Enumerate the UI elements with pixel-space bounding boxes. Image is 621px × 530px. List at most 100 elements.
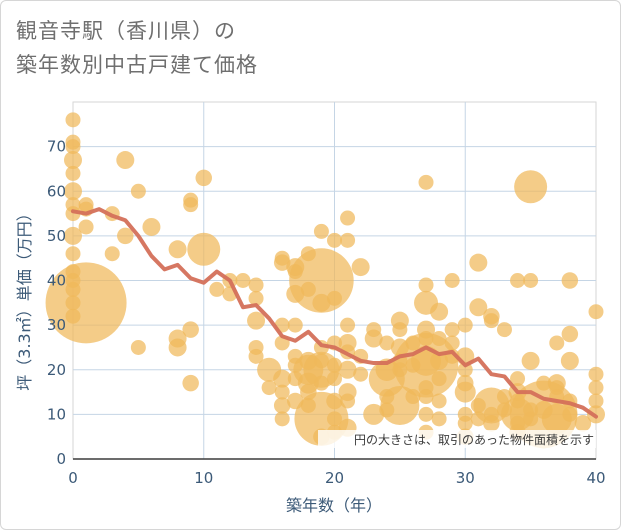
bubble-point [418, 389, 434, 405]
bubble-point [588, 304, 604, 320]
bubble-point [483, 313, 499, 329]
bubble-point [312, 293, 331, 312]
bubble-point [142, 217, 161, 236]
bubble-point [274, 384, 290, 400]
bubble-point [104, 246, 120, 262]
x-tick-label: 30 [456, 469, 475, 487]
average-price-line [71, 207, 598, 419]
bubble-point [313, 223, 329, 239]
bubble-point [444, 322, 460, 338]
bubble-series [45, 112, 605, 449]
bubble-point [182, 321, 199, 338]
bubble-point [130, 183, 146, 199]
bubble-point [65, 246, 81, 262]
chart-title-line-2: 築年数別中古戸建て価格 [16, 53, 258, 77]
x-tick-label: 10 [194, 469, 213, 487]
bubble-point [45, 262, 127, 344]
y-tick-label: 40 [47, 272, 66, 290]
bubble-point [327, 290, 342, 306]
bubble-point [117, 227, 134, 245]
bubble-point [444, 273, 460, 288]
bubble-point [457, 317, 473, 333]
bubble-point [549, 335, 565, 351]
bubble-point [183, 197, 199, 213]
trend-line-group [71, 207, 598, 419]
y-tick-label: 60 [47, 182, 66, 200]
y-tick-label: 0 [56, 450, 66, 468]
y-tick-label: 10 [47, 405, 66, 423]
y-tick-label: 30 [47, 316, 66, 334]
chart-title-line-1: 観音寺駅（香川県）の [16, 19, 236, 43]
bubble-point [168, 240, 187, 259]
bubble-point [418, 277, 434, 293]
bubble-point [64, 226, 82, 245]
y-axis-label: 坪（3.3㎡）単価（万円） [15, 205, 34, 390]
x-axis-label: 築年数（年） [286, 496, 382, 515]
bubble-point [514, 170, 548, 204]
bubble-point [351, 258, 370, 277]
bubble-point [261, 380, 277, 396]
bubble-point [457, 362, 473, 378]
bubble-point [430, 351, 449, 370]
bubble-point [364, 329, 383, 348]
bubble-point [496, 322, 512, 338]
bubble-point [561, 272, 579, 289]
bubble-point [521, 351, 540, 370]
bubble-point [510, 273, 526, 288]
x-tick-label: 0 [68, 469, 78, 487]
bubble-point [340, 210, 356, 226]
chart-title: 観音寺駅（香川県）の 築年数別中古戸建て価格 [16, 14, 258, 82]
bubble-point [562, 406, 578, 422]
bubble-point [287, 317, 303, 333]
bubble-point [274, 411, 290, 427]
bubble-point [418, 406, 434, 422]
bubble-point [431, 371, 447, 387]
bubble-point [187, 232, 221, 266]
bubble-point [392, 322, 408, 338]
bubble-point [431, 411, 447, 427]
bubble-point [469, 298, 488, 317]
bubble-point [327, 371, 342, 387]
bubble-point [64, 182, 82, 201]
bubble-point [496, 389, 512, 405]
bubble-point [431, 393, 447, 409]
bubble-point [130, 339, 146, 355]
bubble-point [431, 331, 447, 347]
tick-labels: 0 10 20 30 40 50 60 70 0 10 20 30 40 [47, 138, 606, 487]
bubble-point [469, 253, 488, 272]
bubble-point [454, 381, 476, 403]
bubble-point [338, 360, 357, 379]
bubble-point [273, 369, 292, 388]
bubble-point [340, 393, 356, 409]
bubble-point [168, 338, 187, 357]
bubble-point [273, 397, 291, 414]
bubble-point [379, 335, 395, 351]
bubble-point [248, 348, 264, 364]
bubble-point [65, 139, 81, 155]
bubble-point [588, 393, 604, 409]
y-tick-label: 50 [47, 227, 66, 245]
bubble-point [65, 112, 81, 128]
y-tick-label: 70 [47, 138, 66, 156]
bubble-point [430, 302, 449, 321]
x-tick-label: 40 [586, 469, 605, 487]
y-tick-label: 20 [47, 361, 66, 379]
bubble-point [248, 277, 264, 293]
bubble-point [523, 273, 539, 288]
bubble-point [444, 335, 460, 351]
bubble-point [363, 403, 385, 425]
bubble-point [418, 174, 434, 190]
x-tick-label: 20 [325, 469, 344, 487]
bubble-point [116, 151, 135, 170]
bubble-point [247, 311, 266, 330]
bubble-point [353, 366, 369, 382]
bubble-point [195, 169, 212, 187]
bubble-point [182, 374, 199, 392]
bubble-point [65, 165, 81, 181]
bubble-point [248, 290, 264, 306]
bubble-point [65, 206, 81, 222]
bubble-point [588, 366, 604, 382]
bubble-point [340, 317, 356, 333]
bubble-point [561, 325, 579, 343]
